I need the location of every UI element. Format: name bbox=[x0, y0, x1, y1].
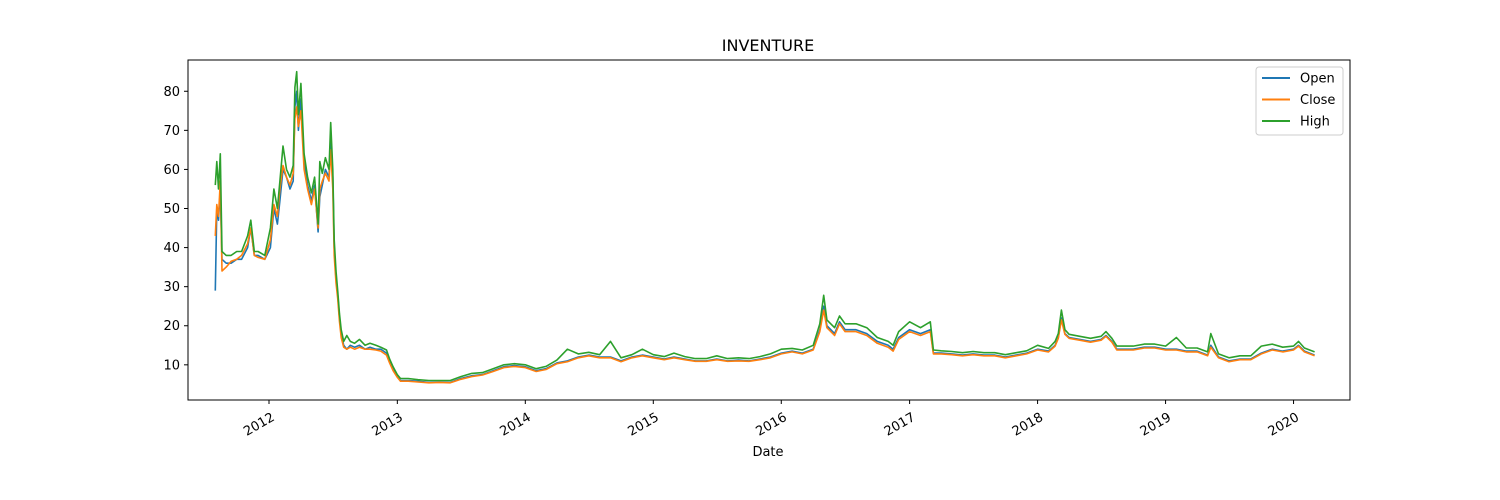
series-layer bbox=[214, 70, 1315, 384]
plot-area bbox=[188, 60, 1350, 400]
series-line-high bbox=[214, 70, 1315, 382]
y-tick-label: 60 bbox=[163, 163, 180, 178]
y-tick-label: 30 bbox=[163, 280, 180, 295]
y-tick-label: 10 bbox=[163, 358, 180, 373]
y-tick-label: 50 bbox=[163, 202, 180, 217]
series-line-close bbox=[214, 106, 1315, 384]
legend-label-high: High bbox=[1300, 115, 1330, 130]
legend: Open Close High bbox=[1255, 66, 1344, 136]
legend-box bbox=[1255, 66, 1344, 136]
chart-title: INVENTURE bbox=[722, 36, 814, 55]
y-tick-label: 40 bbox=[163, 241, 180, 256]
x-axis-label: Date bbox=[752, 445, 783, 460]
y-tick-label: 80 bbox=[163, 85, 180, 100]
y-tick-label: 20 bbox=[163, 319, 180, 334]
legend-label-open: Open bbox=[1300, 72, 1335, 87]
plot-frame bbox=[187, 59, 1351, 401]
y-tick-label: 70 bbox=[163, 124, 180, 139]
y-axis: 10 20 30 40 50 60 70 80 bbox=[163, 85, 188, 373]
legend-label-close: Close bbox=[1300, 93, 1335, 108]
